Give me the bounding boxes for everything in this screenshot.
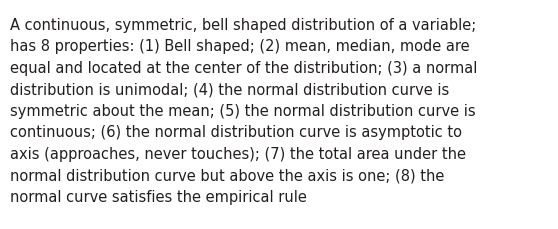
Text: symmetric about the mean; (5) the normal distribution curve is: symmetric about the mean; (5) the normal… (10, 104, 475, 118)
Text: normal curve satisfies the empirical rule: normal curve satisfies the empirical rul… (10, 189, 307, 204)
Text: normal distribution curve but above the axis is one; (8) the: normal distribution curve but above the … (10, 168, 444, 183)
Text: has 8 properties: (1) Bell shaped; (2) mean, median, mode are: has 8 properties: (1) Bell shaped; (2) m… (10, 39, 470, 54)
Text: distribution is unimodal; (4) the normal distribution curve is: distribution is unimodal; (4) the normal… (10, 82, 449, 97)
Text: continuous; (6) the normal distribution curve is asymptotic to: continuous; (6) the normal distribution … (10, 125, 462, 140)
Text: axis (approaches, never touches); (7) the total area under the: axis (approaches, never touches); (7) th… (10, 146, 466, 161)
Text: A continuous, symmetric, bell shaped distribution of a variable;: A continuous, symmetric, bell shaped dis… (10, 18, 476, 33)
Text: equal and located at the center of the distribution; (3) a normal: equal and located at the center of the d… (10, 61, 478, 76)
